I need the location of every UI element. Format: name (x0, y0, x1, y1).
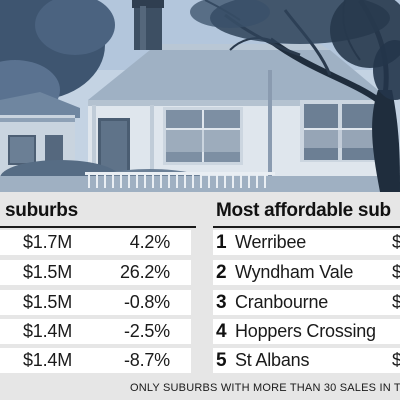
price-value: $ (392, 232, 400, 252)
right-table-row: 5 St Albans $ (213, 348, 400, 373)
left-table-row: $1.5M 26.2% (0, 260, 191, 285)
rank-number: 2 (216, 262, 227, 283)
right-table-row: 1 Werribee $ (213, 230, 400, 255)
rank-number: 3 (216, 292, 227, 313)
price-value: $1.7M (23, 232, 73, 252)
right-table-heading: Most affordable sub (216, 200, 391, 221)
left-heading-rule (0, 226, 196, 228)
right-table-row: 3 Cranbourne $ (213, 290, 400, 315)
change-value: -2.5% (123, 321, 170, 341)
suburb-name: Hoppers Crossing (235, 321, 376, 341)
left-table-row: $1.4M -2.5% (0, 319, 191, 344)
suburb-name: Cranbourne (235, 292, 329, 312)
right-heading-rule (213, 226, 400, 228)
suburb-name: St Albans (235, 350, 310, 370)
suburb-name: Werribee (235, 232, 307, 252)
price-value: $1.5M (23, 262, 73, 282)
footnote: ONLY SUBURBS WITH MORE THAN 30 SALES IN … (130, 382, 400, 394)
left-table-row: $1.5M -0.8% (0, 290, 191, 315)
price-value: $1.4M (23, 350, 73, 370)
left-table-heading: suburbs (5, 200, 78, 221)
rank-number: 1 (216, 232, 227, 253)
house-photo (0, 0, 400, 192)
left-table-row: $1.4M -8.7% (0, 348, 191, 373)
suburb-name: Wyndham Vale (235, 262, 354, 282)
right-table-row: 4 Hoppers Crossing (213, 319, 400, 344)
left-table-row: $1.7M 4.2% (0, 230, 191, 255)
price-value: $ (392, 292, 400, 312)
rank-number: 5 (216, 350, 227, 371)
price-value: $ (392, 350, 400, 370)
table-section: suburbs $1.7M 4.2% $1.5M 26.2% $1.5M -0.… (0, 192, 400, 400)
change-value: -0.8% (123, 292, 170, 312)
price-value: $ (392, 262, 400, 282)
right-table-row: 2 Wyndham Vale $ (213, 260, 400, 285)
price-value: $1.5M (23, 292, 73, 312)
change-value: -8.7% (123, 350, 170, 370)
price-value: $1.4M (23, 321, 73, 341)
change-value: 4.2% (129, 232, 170, 252)
change-value: 26.2% (119, 262, 170, 282)
rank-number: 4 (216, 321, 227, 342)
